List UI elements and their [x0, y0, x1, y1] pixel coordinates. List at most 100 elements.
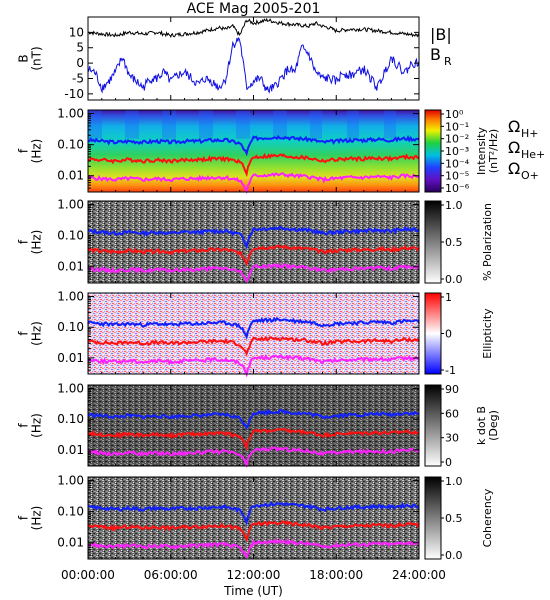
intensity-gyro-line-0 [87, 134, 420, 157]
legend-gyro-1-sub: He+ [521, 148, 545, 161]
intensity-streak [96, 110, 98, 139]
intensity-streak [390, 110, 392, 139]
coherency-gyro-line-1 [87, 520, 420, 543]
intensity-streak [164, 110, 166, 139]
coherency-ytick-label: 0.01 [57, 536, 84, 550]
intensity-colorbar [424, 109, 442, 193]
xtick-label: 00:00:00 [61, 568, 115, 582]
chart-title: ACE Mag 2005-201 [187, 1, 321, 17]
b-panel-ytick-label: 5 [76, 41, 84, 55]
intensity-streak [320, 110, 322, 139]
intensity-streak [281, 110, 283, 139]
legend-gyro-1: Ω [508, 138, 520, 157]
ellipticity-gyro-line-2 [87, 353, 420, 378]
intensity-streak [201, 110, 203, 139]
intensity-streak [92, 110, 94, 139]
xtick-label: 24:00:00 [392, 568, 446, 582]
polarization-colorbar-label: % Polarization [481, 203, 494, 281]
intensity-streak [355, 110, 357, 139]
intensity-streak [133, 110, 135, 139]
intensity-colorbar-tick-label: 10⁻⁶ [445, 182, 470, 195]
intensity-streak [205, 110, 207, 139]
intensity-streak [162, 110, 164, 139]
polarization-ytick-label: 0.01 [57, 260, 84, 274]
kdotb-ytick-label: 1.00 [57, 382, 84, 396]
coherency-gyro-line-2 [87, 538, 419, 560]
intensity-streak [129, 110, 131, 139]
intensity-streak [98, 110, 100, 139]
intensity-streak [384, 110, 386, 139]
intensity-gyro-line-2 [87, 172, 420, 195]
intensity-colorbar-tick-label: 10⁻³ [445, 145, 469, 158]
intensity-streak [174, 110, 176, 139]
coherency-colorbar-tick-label: 0.0 [445, 549, 463, 562]
intensity-streak [347, 110, 349, 139]
polarization-gyro-line-1 [87, 244, 420, 267]
polarization-colorbar-label-group: % Polarization [481, 203, 494, 281]
ellipticity-ylabel: (Hz) [30, 321, 44, 346]
b-panel-ytick-label: 10 [69, 25, 84, 39]
intensity-streak [88, 110, 90, 139]
polarization-gyro-line-2 [87, 262, 420, 284]
intensity-streak [273, 110, 275, 139]
legend-gyro-0: Ω [508, 117, 520, 136]
intensity-streak [349, 110, 351, 139]
b-panel-ylabel: (nT) [30, 46, 44, 70]
kdotb-ylabel: f [17, 423, 31, 428]
intensity-streak [277, 110, 279, 139]
kdotb-gyro-line-1 [87, 427, 420, 452]
intensity-streak [209, 110, 211, 139]
legend-gyro-2: Ω [508, 159, 520, 178]
ellipticity-colorbar-tick-label: 0 [445, 328, 452, 341]
kdotb-colorbar [424, 384, 442, 467]
ellipticity-colorbar-label: Ellipticity [481, 308, 494, 359]
intensity-streak [392, 110, 394, 139]
intensity-gyro-line-1 [87, 152, 420, 178]
intensity-streak [310, 110, 312, 139]
intensity-streak [135, 110, 137, 139]
intensity-streak [100, 110, 102, 139]
intensity-streak [131, 110, 133, 139]
xtick-label: 12:00:00 [227, 568, 281, 582]
intensity-streak [238, 110, 240, 139]
intensity-streak [125, 110, 127, 139]
coherency-ylabel: f [17, 515, 31, 520]
intensity-colorbar-tick-label: 10⁻⁴ [445, 157, 470, 170]
coherency-gyro-line-0 [87, 501, 420, 526]
kdotb-ytick-label: 0.10 [57, 412, 84, 426]
intensity-streak [351, 110, 353, 139]
intensity-colorbar-label-group: Intensity (nT²/Hz) [475, 127, 500, 175]
intensity-streak [394, 110, 396, 139]
intensity-colorbar-label: (nT²/Hz) [487, 129, 500, 173]
polarization-ylabel: (Hz) [30, 230, 44, 255]
intensity-streak [172, 110, 174, 139]
polarization-colorbar-tick-label: 0.0 [445, 273, 463, 286]
xtick-label: 06:00:00 [144, 568, 198, 582]
intensity-streak [357, 110, 359, 139]
kdotb-colorbar-tick-label: 90 [445, 383, 459, 396]
intensity-streak [353, 110, 355, 139]
kdotb-colorbar-tick-label: 0 [445, 456, 452, 469]
ellipticity-ytick-label: 0.10 [57, 320, 84, 334]
intensity-streak [203, 110, 205, 139]
intensity-streak [211, 110, 213, 139]
intensity-ytick-label: 1.00 [57, 107, 84, 121]
polarization-ylabel: f [17, 239, 31, 244]
coherency-ytick-label: 1.00 [57, 474, 84, 488]
kdotb-colorbar-label-group: k dot B (Deg) [475, 406, 500, 445]
intensity-streak [244, 110, 246, 139]
intensity-ylabel: f [17, 148, 31, 153]
x-axis-label: Time (UT) [223, 584, 283, 598]
intensity-streak [285, 110, 287, 139]
coherency-ylabel-group: f (Hz) [17, 506, 44, 531]
intensity-streak [248, 110, 250, 139]
intensity-streak [137, 110, 139, 139]
legend-br: B [430, 45, 441, 64]
intensity-streak [199, 110, 201, 139]
polarization-gyro-line-0 [87, 225, 420, 250]
intensity-streak [242, 110, 244, 139]
intensity-ytick-label: 0.10 [57, 138, 84, 152]
br-series-line [87, 36, 420, 94]
kdotb-gyro-line-0 [87, 408, 420, 431]
